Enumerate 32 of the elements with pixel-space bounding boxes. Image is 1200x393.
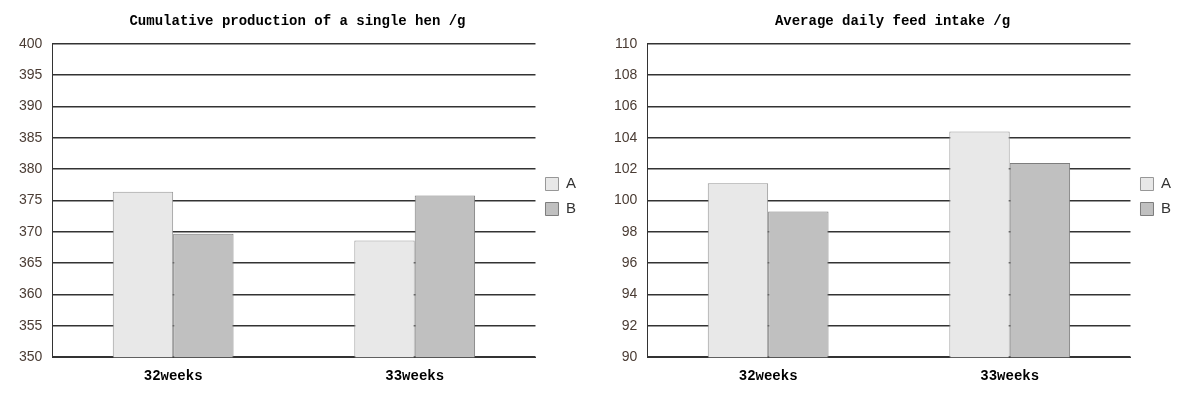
y-tick-label: 375 bbox=[19, 191, 43, 208]
chart-title: Average daily feed intake /g bbox=[774, 12, 1011, 29]
y-tick-label: 106 bbox=[614, 97, 638, 114]
y-tick-label: 370 bbox=[19, 222, 43, 239]
legend-label: B bbox=[566, 199, 577, 217]
x-tick-label: 32weeks bbox=[143, 368, 203, 385]
y-tick-label: 365 bbox=[19, 254, 43, 271]
y-tick-label: 100 bbox=[614, 191, 638, 208]
y-tick-label: 390 bbox=[19, 97, 43, 114]
y-tick-label: 102 bbox=[614, 160, 638, 177]
x-tick-label: 33weeks bbox=[980, 368, 1040, 385]
x-tick-label: 32weeks bbox=[738, 368, 798, 385]
chart-title: Cumulative production of a single hen /g bbox=[129, 12, 466, 29]
y-tick-label: 380 bbox=[19, 160, 43, 177]
legend-label: A bbox=[1161, 174, 1172, 192]
legend-label: A bbox=[566, 174, 577, 192]
y-tick-label: 110 bbox=[615, 34, 638, 51]
y-tick-label: 350 bbox=[19, 348, 43, 365]
y-tick-label: 360 bbox=[19, 285, 43, 302]
x-tick-label: 33weeks bbox=[385, 368, 445, 385]
y-tick-label: 108 bbox=[614, 66, 638, 82]
y-tick-label: 96 bbox=[621, 254, 638, 271]
legend-label: B bbox=[1161, 199, 1172, 217]
y-tick-label: 104 bbox=[614, 128, 638, 145]
y-tick-label: 98 bbox=[621, 222, 638, 239]
y-tick-label: 90 bbox=[621, 348, 638, 365]
y-tick-label: 355 bbox=[19, 316, 43, 333]
y-tick-label: 94 bbox=[621, 285, 638, 302]
y-tick-label: 385 bbox=[19, 128, 43, 145]
y-tick-label: 395 bbox=[19, 66, 43, 82]
y-tick-label: 92 bbox=[621, 316, 638, 333]
y-tick-label: 400 bbox=[19, 34, 43, 51]
